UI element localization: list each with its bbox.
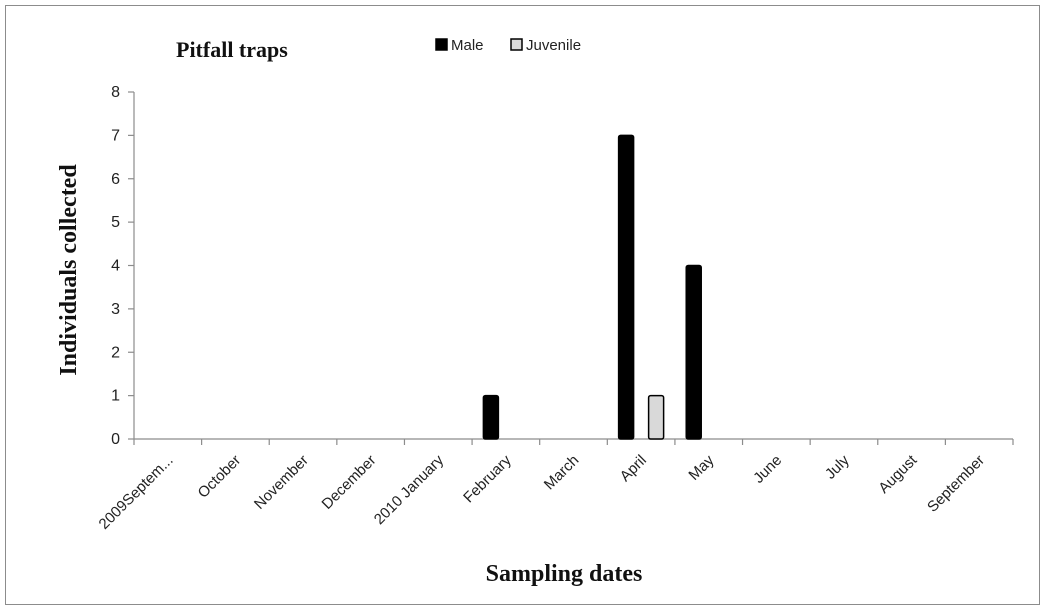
x-tick-label: November [251, 452, 312, 513]
legend: Male Juvenile [435, 37, 581, 54]
y-tick-label: 3 [111, 301, 120, 318]
chart-frame: Pitfall traps Male Juvenile Individuals c… [5, 5, 1040, 605]
bar-male [685, 264, 702, 440]
x-tick-label: April [617, 452, 650, 485]
y-tick-label: 0 [111, 431, 120, 448]
chart-title: Pitfall traps [176, 37, 288, 62]
chart-svg: Pitfall traps Male Juvenile Individuals c… [56, 37, 1014, 587]
legend-label-male: Male [451, 37, 484, 54]
x-tick-label: May [685, 451, 717, 483]
legend-swatch-male [435, 38, 448, 51]
x-tick-label: August [875, 451, 921, 497]
x-axis-label: Sampling dates [486, 561, 643, 587]
x-tick-label: 2009Septem... [96, 452, 177, 533]
y-tick-label: 5 [111, 214, 120, 231]
y-tick-label: 2 [111, 344, 120, 361]
x-tick-label: February [460, 451, 515, 506]
legend-swatch-juvenile [510, 38, 523, 51]
x-tick-label: December [319, 452, 380, 513]
x-tick-label: June [750, 452, 785, 487]
y-tick-label: 1 [111, 388, 120, 405]
bar-male [617, 134, 635, 440]
x-tick-label: 2010 January [371, 451, 448, 528]
legend-label-juvenile: Juvenile [526, 37, 581, 54]
y-tick-label: 7 [111, 127, 120, 144]
bar-male [482, 394, 500, 440]
y-tick-label: 4 [111, 258, 120, 275]
bar-juvenile [647, 394, 665, 440]
x-tick-label: October [194, 452, 244, 502]
y-axis-label: Individuals collected [56, 164, 82, 376]
x-tick-label: September [924, 452, 988, 516]
y-tick-label: 8 [111, 84, 120, 101]
x-tick-label: March [541, 452, 582, 493]
y-tick-label: 6 [111, 171, 120, 188]
plot-area: 0 1 2 3 4 5 6 7 8 2009Septem... October November Dec… [96, 84, 1014, 533]
x-tick-label: July [822, 451, 853, 482]
